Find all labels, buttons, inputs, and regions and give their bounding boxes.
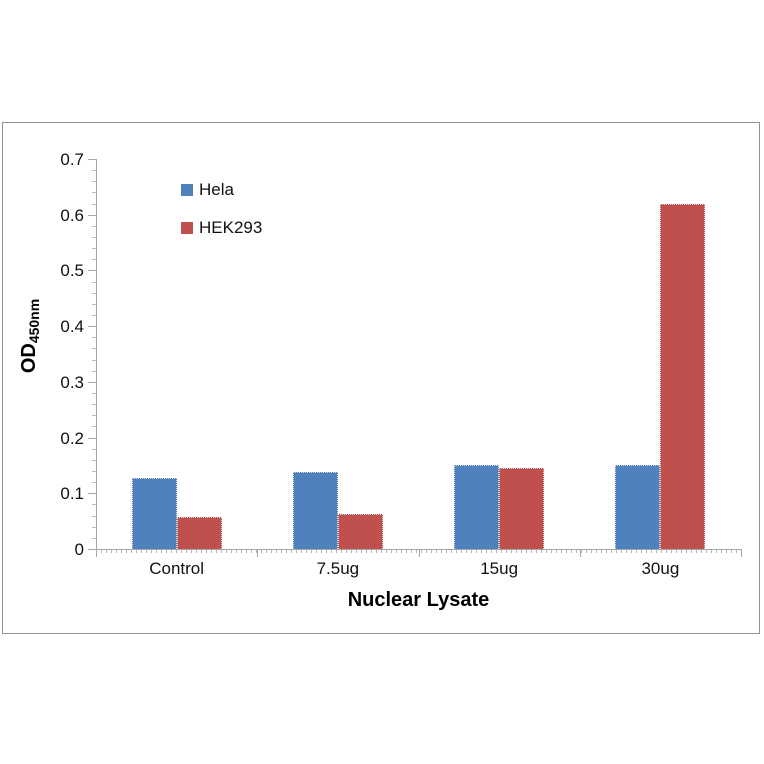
x-category-label: 15ug bbox=[480, 559, 519, 578]
y-axis-minor-tick bbox=[92, 170, 96, 172]
y-axis-tick bbox=[88, 214, 96, 216]
y-axis-minor-tick bbox=[92, 448, 96, 450]
y-axis-minor-tick bbox=[92, 315, 96, 316]
x-axis-tick bbox=[96, 549, 97, 557]
y-axis-tick-label: 0.4 bbox=[60, 317, 84, 337]
bar-hela-7.5ug bbox=[292, 472, 338, 549]
y-axis-minor-tick bbox=[92, 504, 96, 506]
x-axis-tick bbox=[418, 549, 420, 557]
y-axis-tick-label: 0 bbox=[74, 540, 84, 559]
bar-hela-30ug bbox=[615, 464, 661, 549]
y-axis-tick-label: 0.7 bbox=[60, 150, 84, 169]
y-axis-minor-tick bbox=[92, 515, 96, 517]
x-axis-title: Nuclear Lysate bbox=[347, 589, 490, 611]
y-axis-minor-tick bbox=[92, 537, 96, 539]
y-axis-minor-tick bbox=[92, 281, 96, 283]
legend-label: Hela bbox=[199, 180, 234, 199]
y-axis-minor-tick bbox=[92, 237, 96, 238]
y-axis-minor-tick bbox=[92, 526, 96, 528]
y-axis-minor-tick bbox=[92, 471, 96, 472]
bar-hek293-15ug bbox=[499, 467, 545, 549]
y-axis-minor-tick bbox=[92, 459, 96, 461]
y-axis-minor-tick bbox=[92, 292, 96, 294]
y-axis-minor-tick bbox=[92, 359, 96, 361]
bar-hek293-30ug bbox=[660, 203, 706, 549]
y-axis-tick bbox=[88, 159, 96, 160]
y-axis-minor-tick bbox=[92, 404, 96, 406]
y-axis-tick bbox=[88, 270, 96, 272]
x-axis-tick bbox=[741, 549, 742, 557]
bar-hek293-7.5ug bbox=[337, 514, 383, 549]
y-axis-minor-tick bbox=[92, 482, 96, 484]
y-axis-minor-tick bbox=[92, 192, 96, 194]
x-axis-tick bbox=[257, 549, 259, 557]
y-axis-minor-tick bbox=[92, 303, 96, 305]
y-axis-minor-tick bbox=[92, 259, 96, 261]
y-axis-minor-tick bbox=[92, 415, 96, 417]
bar-hela-15ug bbox=[454, 465, 500, 549]
x-axis-tick bbox=[579, 549, 581, 557]
legend: Hela HEK293 bbox=[181, 178, 262, 239]
y-axis-minor-tick bbox=[92, 337, 96, 339]
y-axis-tick bbox=[88, 493, 96, 495]
legend-item-hek293: HEK293 bbox=[181, 216, 262, 239]
y-axis-minor-tick bbox=[92, 225, 96, 227]
y-axis-tick-label: 0.6 bbox=[60, 205, 84, 225]
y-axis-tick bbox=[88, 549, 96, 550]
y-axis-tick bbox=[88, 381, 96, 383]
x-category-label: 30ug bbox=[641, 559, 680, 578]
chart-frame: 0 0.1 0.2 0.3 0.4 0.5 0.6 0.7 Control 7.5ug 15ug 30… bbox=[2, 122, 760, 634]
legend-swatch-icon bbox=[181, 221, 193, 234]
y-axis-tick-label: 0.1 bbox=[60, 484, 84, 504]
y-axis-minor-tick bbox=[92, 370, 96, 372]
y-axis-tick-label: 0.5 bbox=[60, 261, 84, 281]
bar-hela-control bbox=[131, 477, 177, 549]
y-axis-tick-label: 0.2 bbox=[60, 428, 84, 448]
bar-hek293-control bbox=[176, 517, 222, 549]
plot-area: 0 0.1 0.2 0.3 0.4 0.5 0.6 0.7 Control 7.5ug 15ug 30… bbox=[3, 123, 759, 633]
legend-swatch-icon bbox=[181, 183, 193, 196]
x-category-label: Control bbox=[149, 559, 205, 578]
y-axis-title: OD450nm bbox=[18, 299, 42, 373]
y-axis-line bbox=[96, 159, 97, 549]
y-axis-tick-label: 0.3 bbox=[60, 372, 84, 392]
y-axis-minor-tick bbox=[92, 181, 96, 183]
y-axis-minor-tick bbox=[92, 348, 96, 350]
x-category-label: 7.5ug bbox=[316, 559, 360, 578]
y-axis-minor-tick bbox=[92, 203, 96, 205]
y-axis-title-subscript: 450nm bbox=[26, 298, 42, 344]
y-axis-tick bbox=[88, 326, 96, 328]
legend-label: HEK293 bbox=[199, 218, 263, 237]
y-axis-minor-tick bbox=[92, 426, 96, 428]
y-axis-tick bbox=[88, 437, 96, 439]
legend-item-hela: Hela bbox=[181, 178, 262, 201]
y-axis-title-main: OD bbox=[18, 343, 40, 374]
y-axis-minor-tick bbox=[92, 393, 96, 394]
y-axis-minor-tick bbox=[92, 248, 96, 250]
